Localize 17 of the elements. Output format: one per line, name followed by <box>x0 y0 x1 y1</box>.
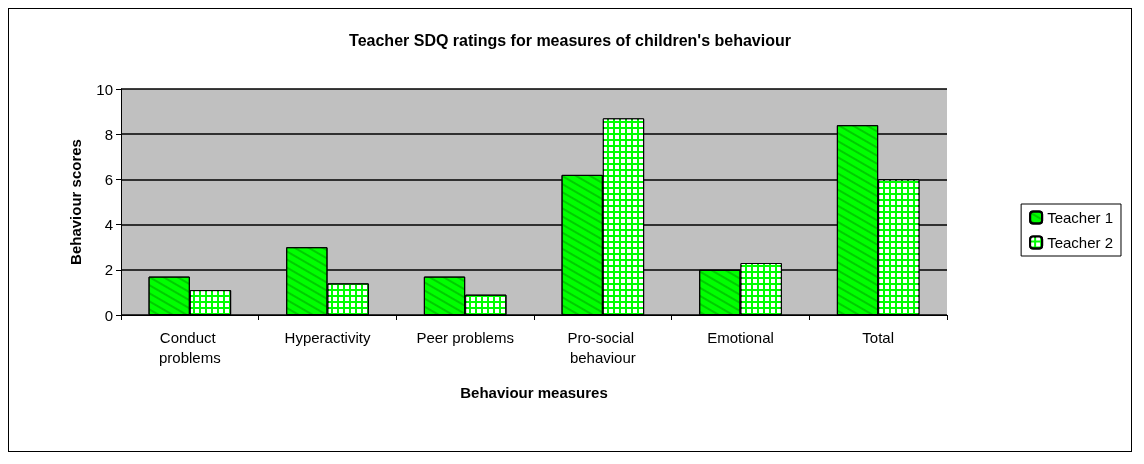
x-tick-label: Peer problems <box>416 328 514 346</box>
y-tick-label: 4 <box>104 216 113 234</box>
x-tick-label: Pro-social behaviour <box>567 328 639 366</box>
x-tick-label: Emotional <box>707 328 774 346</box>
y-tick-label: 6 <box>104 170 113 188</box>
legend-label: Teacher 2 <box>1047 234 1113 251</box>
x-tick-label: Conduct problems <box>158 328 221 366</box>
chart-title: Teacher SDQ ratings for measures of children's behaviour <box>349 31 791 49</box>
y-tick-label: 10 <box>96 80 113 98</box>
x-tick-label: Total <box>862 328 895 346</box>
y-axis-title: Behaviour scores <box>67 139 84 265</box>
x-tick-label: Hyperactivity <box>284 328 371 346</box>
legend-label: Teacher 1 <box>1047 209 1113 226</box>
x-axis-title: Behaviour measures <box>460 384 608 401</box>
y-tick-label: 0 <box>104 306 113 324</box>
y-tick-label: 8 <box>104 125 113 143</box>
y-tick-label: 2 <box>104 261 113 279</box>
